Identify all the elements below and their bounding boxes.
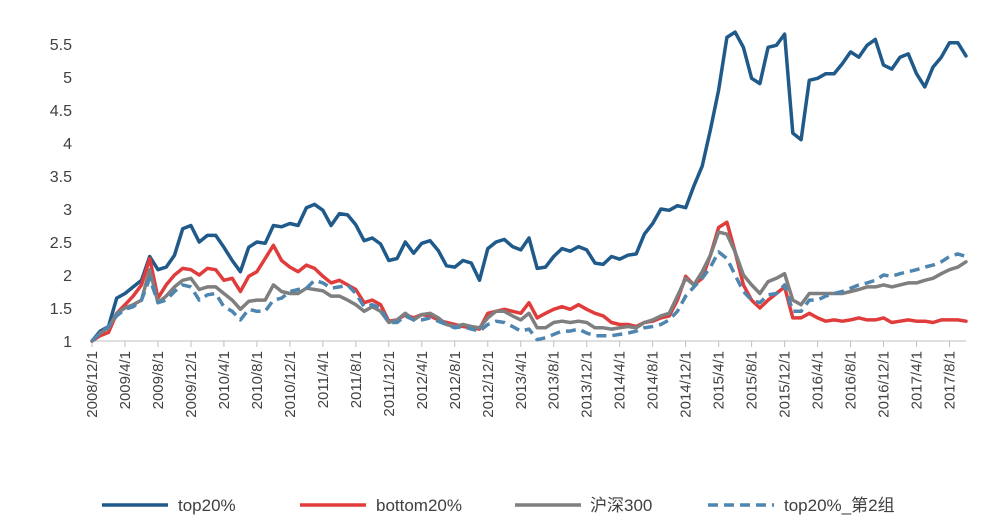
- y-tick-label: 5: [63, 70, 72, 87]
- x-tick-label: 2017/8/1: [942, 351, 959, 409]
- legend-label: 沪深300: [590, 496, 652, 515]
- x-tick-label: 2014/8/1: [645, 351, 662, 409]
- legend: top20% bottom20% 沪深300 top20%_第2组: [102, 496, 895, 515]
- series-line-top20-2-: [90, 250, 967, 343]
- x-tick-label: 2015/8/1: [744, 351, 761, 409]
- x-tick-label: 2016/12/1: [876, 351, 893, 418]
- x-tick-label: 2009/12/1: [183, 351, 200, 418]
- y-tick-label: 2.5: [50, 235, 72, 252]
- x-tick-label: 2017/4/1: [909, 351, 926, 409]
- series-line--300: [90, 230, 968, 343]
- y-tick-label: 3: [63, 202, 72, 219]
- y-tick-label: 1: [63, 334, 72, 351]
- legend-label: top20%: [178, 496, 236, 515]
- y-tick-label: 4: [63, 136, 72, 153]
- series-line-bottom20-: [90, 220, 968, 343]
- legend-label: top20%_第2组: [784, 496, 895, 515]
- x-tick-label: 2008/12/1: [84, 351, 101, 418]
- y-tick-label: 4.5: [50, 103, 72, 120]
- x-tick-label: 2011/4/1: [315, 351, 332, 408]
- x-tick-label: 2013/4/1: [513, 351, 530, 409]
- y-tick-label: 5.5: [50, 37, 72, 54]
- y-tick-label: 3.5: [50, 169, 72, 186]
- x-tick-label: 2015/4/1: [711, 351, 728, 409]
- x-tick-label: 2011/8/1: [348, 351, 365, 408]
- x-tick-label: 2013/12/1: [579, 351, 596, 418]
- x-tick-label: 2009/4/1: [117, 351, 134, 409]
- x-tick-label: 2014/12/1: [678, 351, 695, 418]
- legend-label: bottom20%: [376, 496, 462, 515]
- x-tick-label: 2010/4/1: [216, 351, 233, 409]
- x-tick-label: 2009/8/1: [150, 351, 167, 409]
- x-axis: 2008/12/1 2009/4/1 2009/8/1 2009/12/1 2010/4…: [84, 340, 966, 418]
- y-tick-label: 2: [63, 268, 72, 285]
- x-tick-label: 2011/12/1: [381, 351, 398, 417]
- x-tick-label: 2012/12/1: [480, 351, 497, 418]
- x-tick-label: 2010/8/1: [249, 351, 266, 409]
- y-tick-label: 1.5: [50, 301, 72, 318]
- x-tick-label: 2016/8/1: [843, 351, 860, 409]
- series-layer: [90, 30, 968, 343]
- x-tick-label: 2010/12/1: [282, 351, 299, 418]
- x-tick-label: 2015/12/1: [777, 351, 794, 418]
- y-axis: 1 1.5 2 2.5 3 3.5 4 4.5 5 5.5: [50, 37, 72, 351]
- x-tick-label: 2012/4/1: [414, 351, 431, 409]
- x-tick-label: 2016/4/1: [810, 351, 827, 409]
- series-line-top20-: [90, 30, 968, 343]
- x-tick-label: 2013/8/1: [546, 351, 563, 409]
- x-tick-label: 2012/8/1: [447, 351, 464, 409]
- x-tick-label: 2014/4/1: [612, 351, 629, 409]
